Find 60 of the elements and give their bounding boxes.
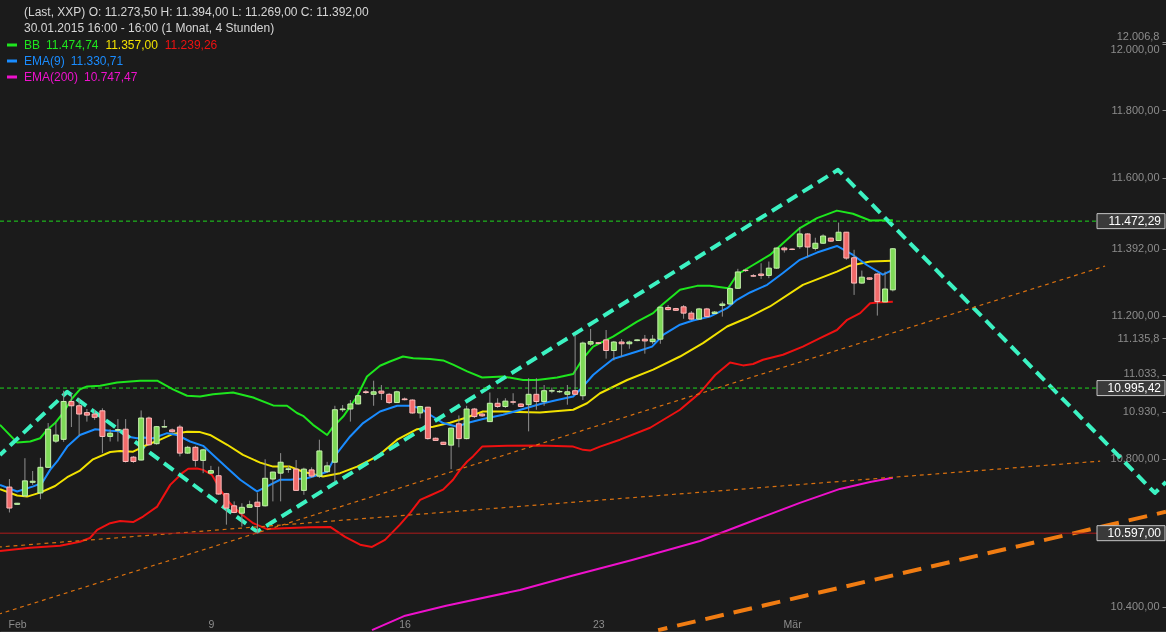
- candlestick: [370, 380, 377, 407]
- x-tick-label: Mär: [783, 618, 803, 630]
- annotation: 11.239,26: [164, 38, 218, 52]
- x-tick-label: 9: [208, 618, 215, 630]
- y-tick-label: 11.135,8: [1117, 331, 1160, 344]
- candlestick: [533, 377, 540, 411]
- y-tick-label: 10.800,00: [1110, 452, 1160, 465]
- annotation: 11.474,74: [46, 38, 99, 52]
- candlestick: [362, 389, 369, 395]
- text: 30.01.2015 16:00 - 16:00 (1 Monat, 4 Stunden): [24, 21, 275, 35]
- legend-label: BB: [24, 38, 41, 52]
- candlestick: [541, 384, 548, 407]
- y-tick-label: 11.800,00: [1111, 103, 1160, 116]
- chart-title: (Last, XXP) O: 11.273,50 H: 11.394,00 L: 11.269,00 C: 11.392,00: [24, 5, 369, 19]
- candlestick: [207, 465, 214, 475]
- annotation: 10.747,47: [84, 70, 138, 84]
- ref-line-label: 11.472,29: [1108, 214, 1162, 229]
- legend-label: EMA(200): [24, 70, 79, 84]
- candlestick: [169, 427, 176, 434]
- candlestick: [83, 408, 90, 423]
- ref-line-label: 10.995,42: [1107, 381, 1162, 396]
- y-tick-label: 12.000,00: [1110, 43, 1160, 56]
- candlestick: [525, 377, 532, 432]
- candlestick: [6, 478, 13, 513]
- legend-label: EMA(9): [24, 54, 65, 68]
- candlestick: [200, 448, 207, 474]
- candlestick: [254, 492, 261, 534]
- y-tick-label: 11.600,00: [1111, 171, 1160, 184]
- y-tick-label: 12.006,8: [1116, 30, 1160, 43]
- candlestick: [734, 268, 741, 290]
- ref-line-label: 10.597,00: [1107, 526, 1162, 541]
- line-series: [370, 476, 894, 632]
- candlestick: [882, 271, 889, 303]
- candlestick: [293, 459, 300, 492]
- candlestick: [510, 392, 517, 406]
- candlestick: [448, 427, 455, 470]
- annotation: 11.330,71: [70, 54, 124, 68]
- candlestick: [572, 334, 579, 396]
- candlestick: [52, 422, 59, 444]
- y-tick-label: 11.033,: [1123, 367, 1160, 380]
- y-tick-label: 10.400,00: [1110, 600, 1160, 613]
- line-series: [0, 209, 894, 444]
- candlestick: [192, 445, 199, 468]
- x-tick-label: Feb: [8, 618, 27, 630]
- candlestick: [300, 467, 307, 496]
- candlestick: [796, 226, 803, 250]
- y-tick-label: 11.200,00: [1111, 309, 1160, 322]
- candlestick: [114, 418, 121, 442]
- candlestick: [804, 232, 811, 258]
- y-tick-label: 10.930,: [1122, 405, 1160, 418]
- candlestick: [21, 457, 28, 498]
- y-tick-label: 11.392,00: [1111, 242, 1160, 255]
- candlestick: [835, 222, 842, 242]
- x-tick-label: 16: [399, 618, 412, 630]
- candlestick: [486, 392, 493, 423]
- x-tick-label: 23: [593, 618, 605, 630]
- candlestick: [758, 262, 765, 280]
- candlestick: [641, 334, 648, 355]
- candlestick: [455, 414, 462, 448]
- annotation: 11.357,00: [105, 38, 159, 52]
